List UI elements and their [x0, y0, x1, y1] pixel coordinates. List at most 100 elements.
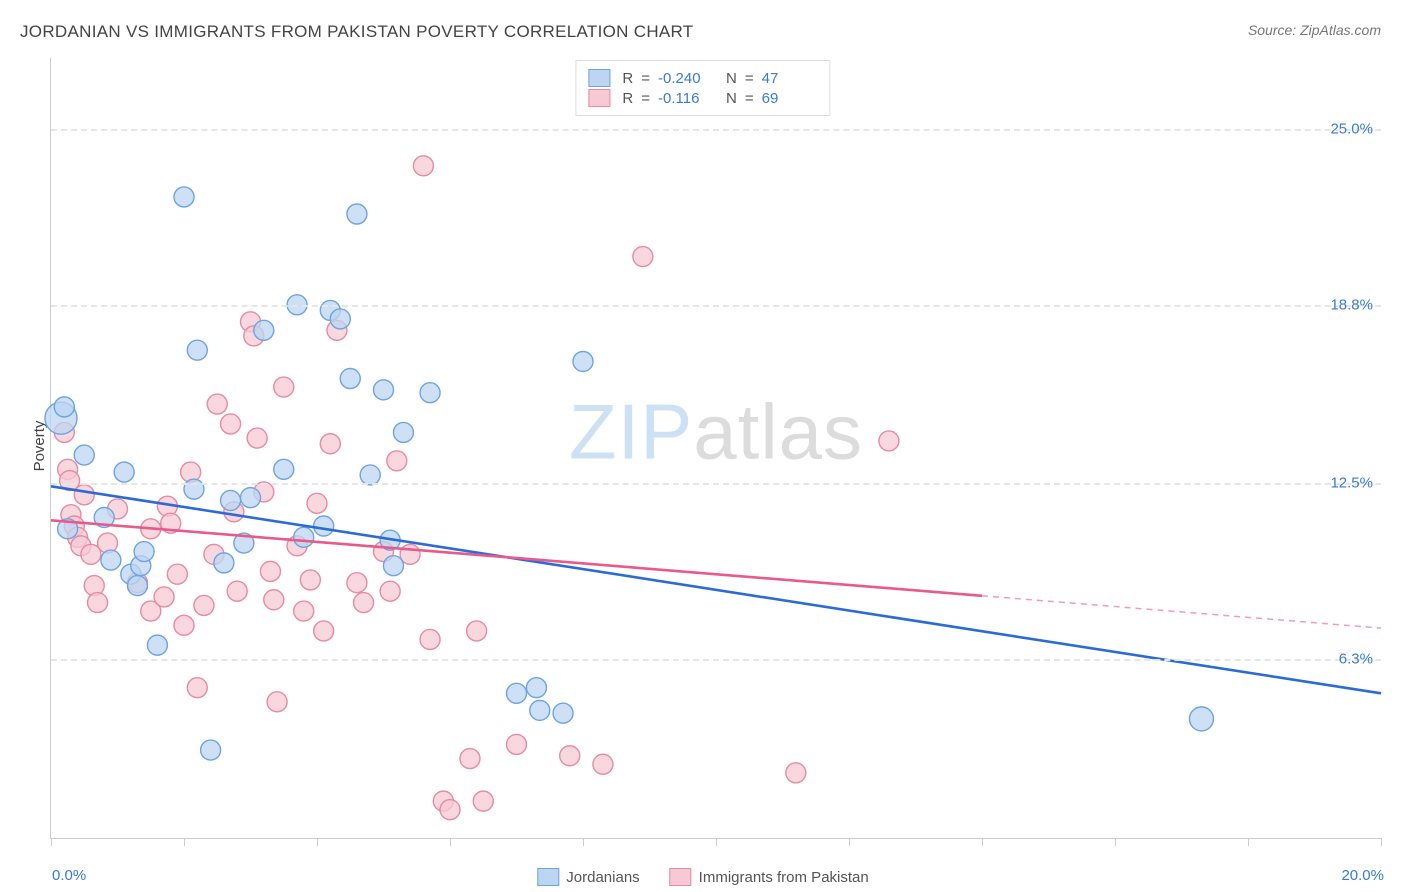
- xtick: [716, 838, 717, 846]
- chart-title: JORDANIAN VS IMMIGRANTS FROM PAKISTAN PO…: [20, 22, 693, 42]
- scatter-point-pakistan: [560, 746, 580, 766]
- stat-eq: =: [641, 90, 650, 107]
- scatter-point-jordanians: [393, 422, 413, 442]
- scatter-point-pakistan: [294, 601, 314, 621]
- xtick: [1115, 838, 1116, 846]
- scatter-point-pakistan: [354, 593, 374, 613]
- scatter-point-pakistan: [314, 621, 334, 641]
- x-axis-min-label: 0.0%: [52, 867, 86, 884]
- scatter-point-pakistan: [167, 564, 187, 584]
- stat-eq: =: [745, 90, 754, 107]
- scatter-point-jordanians: [530, 700, 550, 720]
- gridline: [51, 483, 1381, 485]
- stat-eq: =: [745, 70, 754, 87]
- scatter-point-jordanians: [507, 683, 527, 703]
- scatter-point-pakistan: [88, 593, 108, 613]
- stat-R-value-jordanians: -0.240: [658, 70, 714, 87]
- scatter-point-pakistan: [420, 629, 440, 649]
- stat-R-label: R: [622, 90, 633, 107]
- scatter-point-jordanians: [241, 488, 261, 508]
- scatter-point-pakistan: [347, 573, 367, 593]
- legend-item-jordanians: Jordanians: [537, 868, 639, 886]
- scatter-point-jordanians: [360, 465, 380, 485]
- scatter-point-pakistan: [413, 156, 433, 176]
- scatter-point-jordanians: [127, 576, 147, 596]
- scatter-point-jordanians: [54, 397, 74, 417]
- scatter-point-pakistan: [440, 800, 460, 820]
- stat-N-value-pakistan: 69: [762, 90, 818, 107]
- ytick-label: 12.5%: [1330, 475, 1373, 492]
- scatter-point-jordanians: [347, 204, 367, 224]
- scatter-point-pakistan: [187, 678, 207, 698]
- scatter-point-pakistan: [264, 590, 284, 610]
- scatter-point-pakistan: [260, 561, 280, 581]
- scatter-point-jordanians: [274, 459, 294, 479]
- xtick: [450, 838, 451, 846]
- stat-R-label: R: [622, 70, 633, 87]
- swatch-jordanians: [537, 868, 559, 886]
- scatter-point-jordanians: [221, 490, 241, 510]
- xtick: [849, 838, 850, 846]
- trend-line-jordanians: [51, 486, 1381, 693]
- scatter-point-pakistan: [507, 734, 527, 754]
- scatter-point-jordanians: [254, 320, 274, 340]
- scatter-point-pakistan: [227, 581, 247, 601]
- scatter-point-jordanians: [1189, 707, 1213, 731]
- scatter-point-jordanians: [187, 340, 207, 360]
- stat-N-value-jordanians: 47: [762, 70, 818, 87]
- xtick: [317, 838, 318, 846]
- ytick-label: 18.8%: [1330, 296, 1373, 313]
- scatter-point-pakistan: [467, 621, 487, 641]
- swatch-pakistan: [588, 89, 610, 107]
- scatter-point-pakistan: [194, 595, 214, 615]
- scatter-point-jordanians: [330, 309, 350, 329]
- scatter-point-jordanians: [134, 542, 154, 562]
- trend-line-pakistan: [51, 520, 982, 595]
- xtick: [184, 838, 185, 846]
- scatter-point-jordanians: [214, 553, 234, 573]
- legend-item-pakistan: Immigrants from Pakistan: [670, 868, 869, 886]
- scatter-point-pakistan: [307, 493, 327, 513]
- scatter-point-pakistan: [380, 581, 400, 601]
- scatter-point-jordanians: [314, 516, 334, 536]
- scatter-point-jordanians: [201, 740, 221, 760]
- scatter-point-pakistan: [473, 791, 493, 811]
- scatter-point-jordanians: [420, 383, 440, 403]
- swatch-pakistan: [670, 868, 692, 886]
- scatter-point-pakistan: [387, 451, 407, 471]
- xtick: [1381, 838, 1382, 846]
- gridline: [51, 305, 1381, 307]
- scatter-point-jordanians: [114, 462, 134, 482]
- scatter-point-jordanians: [101, 550, 121, 570]
- scatter-point-pakistan: [633, 247, 653, 267]
- xtick: [1248, 838, 1249, 846]
- scatter-point-jordanians: [573, 351, 593, 371]
- scatter-point-pakistan: [786, 763, 806, 783]
- scatter-point-jordanians: [174, 187, 194, 207]
- gridline: [51, 659, 1381, 661]
- scatter-point-pakistan: [267, 692, 287, 712]
- scatter-point-pakistan: [460, 749, 480, 769]
- legend-stats-row-jordanians: R = -0.240 N = 47: [588, 69, 817, 87]
- legend-stats-row-pakistan: R = -0.116 N = 69: [588, 89, 817, 107]
- chart-svg: [51, 58, 1381, 838]
- scatter-point-pakistan: [879, 431, 899, 451]
- scatter-point-jordanians: [383, 556, 403, 576]
- gridline: [51, 129, 1381, 131]
- scatter-point-pakistan: [74, 485, 94, 505]
- legend-stats-box: R = -0.240 N = 47 R = -0.116 N = 69: [575, 60, 830, 116]
- scatter-point-pakistan: [300, 570, 320, 590]
- scatter-point-jordanians: [74, 445, 94, 465]
- stat-N-label: N: [726, 70, 737, 87]
- scatter-point-jordanians: [294, 527, 314, 547]
- scatter-point-jordanians: [184, 479, 204, 499]
- legend-label-jordanians: Jordanians: [566, 869, 639, 886]
- source-label: Source: ZipAtlas.com: [1248, 22, 1381, 38]
- swatch-jordanians: [588, 69, 610, 87]
- stat-R-value-pakistan: -0.116: [658, 90, 714, 107]
- x-axis-max-label: 20.0%: [1341, 867, 1384, 884]
- scatter-point-jordanians: [147, 635, 167, 655]
- scatter-point-pakistan: [274, 377, 294, 397]
- scatter-point-pakistan: [221, 414, 241, 434]
- xtick: [51, 838, 52, 846]
